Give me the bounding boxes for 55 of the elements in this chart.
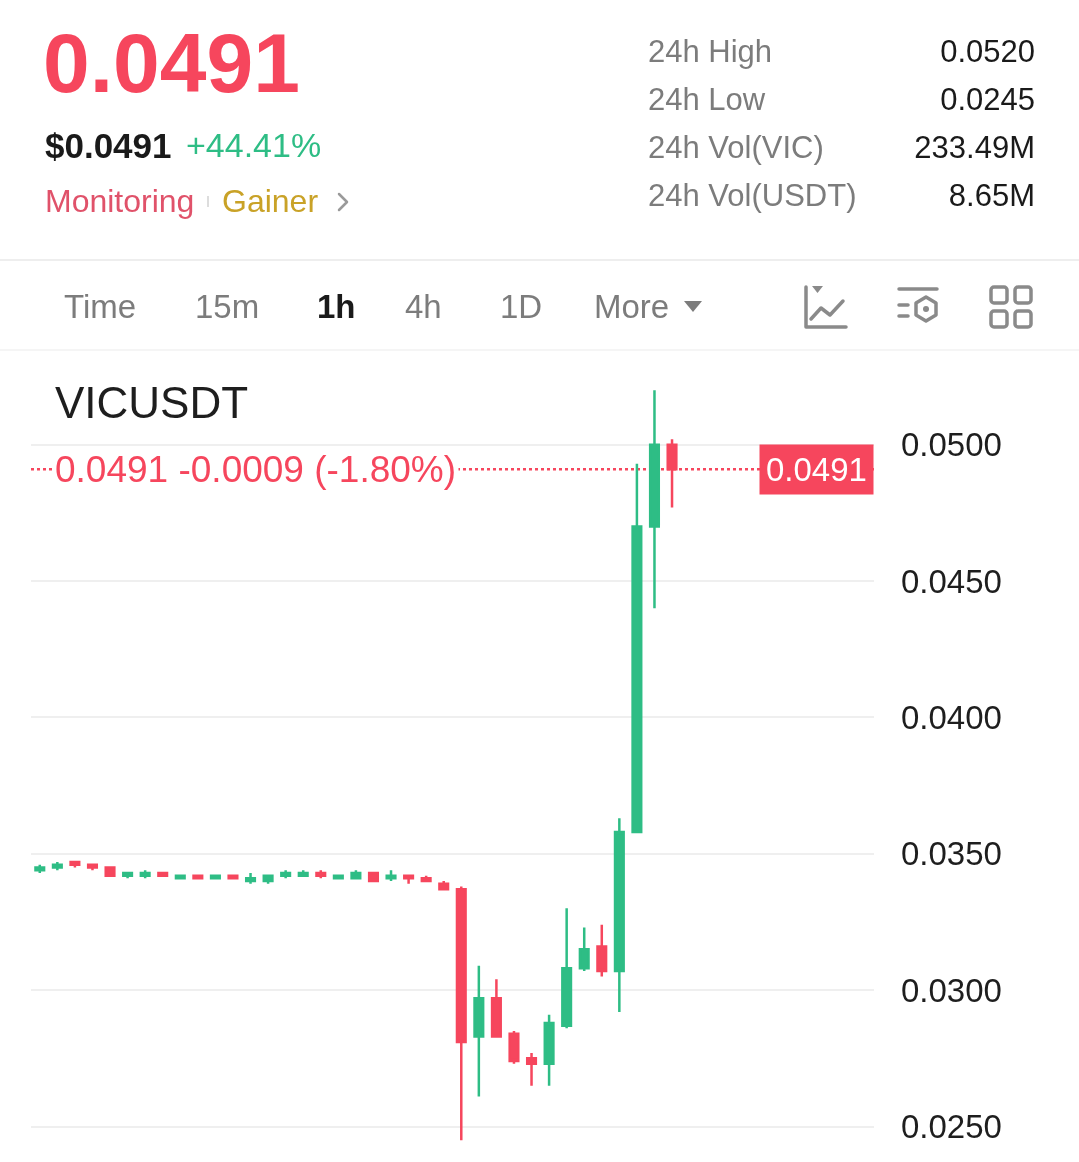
- text: 0.0491: [43, 14, 300, 112]
- text: 8.65M: [948, 178, 1035, 214]
- candlestick: [648, 388, 661, 610]
- text: Gainer: [222, 182, 319, 220]
- text: More: [594, 288, 670, 326]
- candlestick: [403, 874, 415, 886]
- candlestick: [525, 1051, 538, 1087]
- candlestick: [51, 860, 63, 872]
- annotation: 0.0491: [766, 451, 867, 488]
- text: 233.49M: [914, 130, 1035, 166]
- ref-line-label: 0.0491 -0.0009 (-1.80%): [55, 449, 457, 490]
- candlestick: [631, 462, 643, 834]
- y-tick-label: 0.0500: [901, 426, 1002, 464]
- text: +44.41%: [186, 126, 322, 166]
- text: 0.0245: [940, 82, 1035, 118]
- text: Time: [64, 288, 137, 326]
- y-tick-label: 0.0450: [901, 562, 1002, 600]
- candlestick: [473, 964, 485, 1098]
- text: VICUSDT: [55, 378, 249, 428]
- candlestick: [508, 1029, 520, 1066]
- candlestick: [280, 868, 292, 880]
- candlestick: [438, 879, 450, 891]
- candlestick: [86, 863, 99, 872]
- text: 24h Vol(VIC): [648, 130, 824, 166]
- candlestick: [350, 868, 362, 880]
- candlestick: [244, 871, 257, 886]
- candlestick: [209, 874, 221, 880]
- candlestick: [543, 1013, 555, 1087]
- text: 4h: [405, 288, 442, 326]
- candlestick: [262, 874, 274, 886]
- candlestick: [578, 926, 590, 973]
- y-tick-label: 0.0350: [901, 835, 1002, 873]
- text: 24h Low: [648, 82, 766, 118]
- candlestick: [455, 885, 467, 1142]
- candlestick: [227, 874, 239, 880]
- candlestick: [613, 817, 625, 1014]
- candlestick: [385, 868, 397, 883]
- candlestick: [174, 874, 186, 880]
- candlestick: [104, 866, 116, 877]
- text: 24h Vol(USDT): [648, 178, 857, 214]
- y-tick-label: 0.0300: [901, 971, 1002, 1009]
- text: 24h High: [648, 34, 773, 70]
- text: 1h: [317, 288, 356, 326]
- candlestick: [332, 874, 344, 880]
- y-tick-label: 0.0250: [901, 1108, 1002, 1146]
- text: $0.0491: [45, 125, 172, 167]
- candlestick: [490, 978, 502, 1038]
- text: Monitoring: [45, 182, 195, 220]
- text: 15m: [195, 288, 260, 326]
- text: 1D: [500, 288, 543, 326]
- candlestick: [561, 907, 573, 1030]
- text: 0.0520: [940, 34, 1035, 70]
- candlestick: [596, 923, 608, 978]
- y-tick-label: 0.0400: [901, 699, 1002, 736]
- candlestick: [192, 874, 204, 880]
